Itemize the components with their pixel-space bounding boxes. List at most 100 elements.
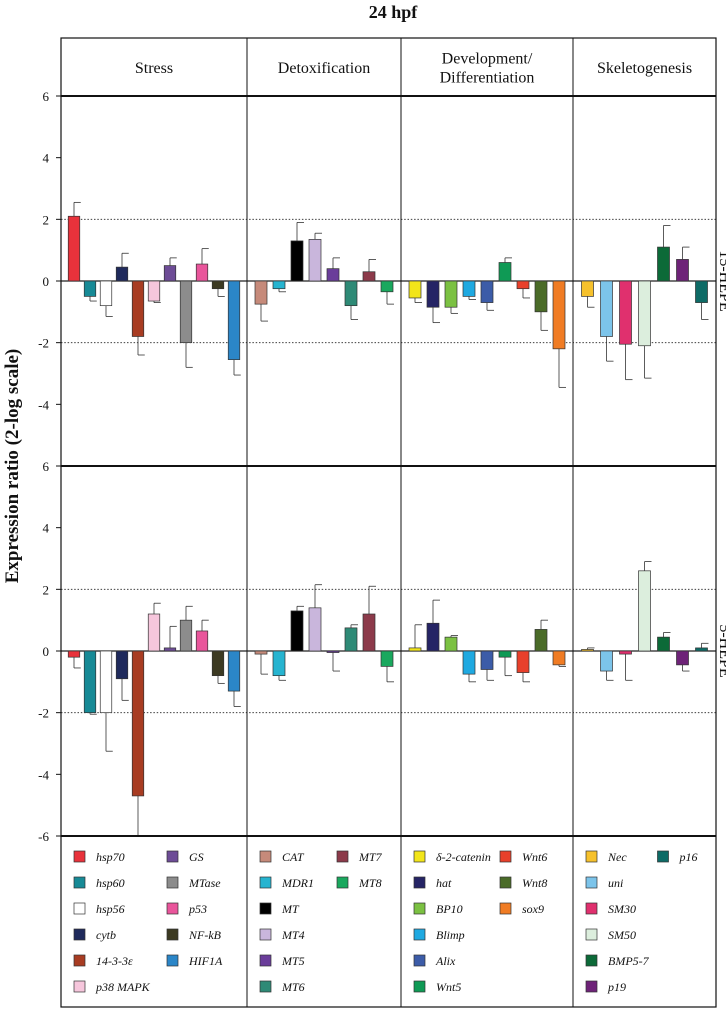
- y-tick-label: 2: [43, 582, 50, 597]
- legend-label-alix: Alix: [435, 954, 456, 968]
- legend-label-gs: GS: [189, 850, 204, 864]
- legend-swatch-p16: [657, 850, 669, 863]
- legend-swatch-blimp: [413, 928, 426, 941]
- y-tick-label: -2: [38, 336, 49, 351]
- bar-hat: [426, 622, 440, 652]
- legend-label-nf-kb: NF-kB: [188, 928, 222, 942]
- bar-hif1a: [227, 280, 241, 360]
- legend-swatch-nf-kb: [166, 928, 179, 941]
- y-tick-label: -4: [38, 397, 49, 412]
- bar-p19: [676, 259, 689, 282]
- legend-swatch-2-catenin: [413, 850, 426, 863]
- bar-mt4: [308, 607, 322, 652]
- legend-swatch-wnt5: [413, 980, 426, 993]
- bar-hsp56: [99, 650, 113, 714]
- chart-title: 24 hpf: [369, 2, 419, 22]
- bar-hsp70: [67, 215, 81, 282]
- chart-labels: -4 -2 0 2 4 6 15-HEPE -6 -4 -2 0 2 4 6 5-HEPE: [38, 89, 726, 844]
- legend-label-wnt6: Wnt6: [522, 850, 547, 864]
- y-tick-label: 4: [43, 521, 50, 536]
- bar-mdr1: [272, 650, 286, 677]
- y-tick-label: -6: [38, 829, 49, 844]
- legend-label-wnt8: Wnt8: [522, 876, 547, 890]
- bar-uni: [600, 650, 613, 672]
- legend-swatch-mt4: [259, 928, 272, 941]
- legend-label-wnt5: Wnt5: [436, 980, 461, 994]
- legend-label-mt4: MT4: [281, 928, 305, 942]
- bar-nec: [581, 649, 594, 652]
- legend-swatch-mdr1: [259, 876, 272, 889]
- legend-swatch-hat: [413, 876, 426, 889]
- y-tick-label: 6: [43, 459, 50, 474]
- bar-wnt5: [498, 650, 512, 658]
- bar-mt5: [326, 268, 340, 282]
- category-header: Stress Detoxification Development/Differen…: [135, 51, 692, 87]
- bar-2-catenin: [408, 647, 422, 652]
- legend-swatch-gs: [166, 850, 179, 863]
- bar-p38-mapk: [147, 280, 161, 302]
- legend-swatch-p38-mapk: [73, 980, 86, 993]
- legend-label-mt8: MT8: [358, 876, 382, 890]
- bar-blimp: [462, 650, 476, 675]
- legend-label-mdr1: MDR1: [281, 876, 314, 890]
- bar-mt4: [308, 239, 322, 282]
- bar-mtase: [179, 280, 193, 344]
- legend-swatch-nec: [585, 850, 598, 863]
- y-tick-label: 4: [43, 151, 50, 166]
- legend-label-mt7: MT7: [358, 850, 383, 864]
- legend-label-uni: uni: [608, 876, 623, 890]
- legend-swatch-uni: [585, 876, 598, 889]
- legend-swatch-hsp70: [73, 850, 86, 863]
- bar-nf-kb: [211, 280, 225, 290]
- bar-sm50: [638, 570, 651, 652]
- bar-mt6: [344, 627, 358, 652]
- bar-alix: [480, 650, 494, 670]
- legend-label-mt6: MT6: [281, 980, 305, 994]
- legend-swatch-mt6: [259, 980, 272, 993]
- legend-label-mt: MT: [281, 902, 300, 916]
- bar-hsp60: [83, 280, 97, 297]
- bar-wnt8: [534, 280, 548, 313]
- legend-label-hsp56: hsp56: [96, 902, 125, 916]
- legend-label-blimp: Blimp: [436, 928, 465, 942]
- legend-swatch-mtase: [166, 876, 179, 889]
- legend-swatch-cat: [259, 850, 272, 863]
- bar-sox9: [552, 280, 566, 350]
- bar-alix: [480, 280, 494, 303]
- bar-nf-kb: [211, 650, 225, 677]
- bar-gs: [163, 265, 177, 282]
- legend-swatch-mt: [259, 902, 272, 915]
- category-header-stress: Stress: [135, 60, 173, 77]
- bar-14-3-3: [131, 650, 145, 797]
- legend-swatch-p19: [585, 980, 598, 993]
- bar-cytb: [115, 266, 129, 282]
- legend-swatch-mt7: [336, 850, 349, 863]
- bar-p53: [195, 630, 209, 652]
- legend-swatch-hsp60: [73, 876, 86, 889]
- bar-mt7: [362, 613, 376, 652]
- y-tick-label: -4: [38, 767, 49, 782]
- legend-swatch-mt5: [259, 954, 272, 967]
- legend-swatch-sm50: [585, 928, 598, 941]
- bar-sm50: [638, 280, 651, 347]
- chart-bars: [67, 201, 709, 837]
- bar-mt8: [380, 650, 394, 667]
- y-tick-label: 2: [43, 212, 50, 227]
- bar-wnt5: [498, 262, 512, 282]
- legend-swatch-wnt8: [499, 876, 512, 889]
- bar-sox9: [552, 650, 566, 666]
- chart-frame: [56, 37, 717, 1008]
- legend-label-sm30: SM30: [608, 902, 636, 916]
- bar-mt: [290, 610, 304, 652]
- legend-label-sm50: SM50: [608, 928, 636, 942]
- bar-wnt6: [516, 280, 530, 290]
- bar-bmp5-7: [657, 246, 670, 282]
- bar-hif1a: [227, 650, 241, 692]
- category-header-development-differentiation: Development/: [442, 51, 533, 68]
- category-header-development-differentiation: Differentiation: [440, 70, 535, 87]
- y-tick-label: 0: [43, 274, 50, 289]
- bar-p16: [695, 280, 708, 303]
- legend-swatch-hif1a: [166, 954, 179, 967]
- bar-hsp60: [83, 650, 97, 714]
